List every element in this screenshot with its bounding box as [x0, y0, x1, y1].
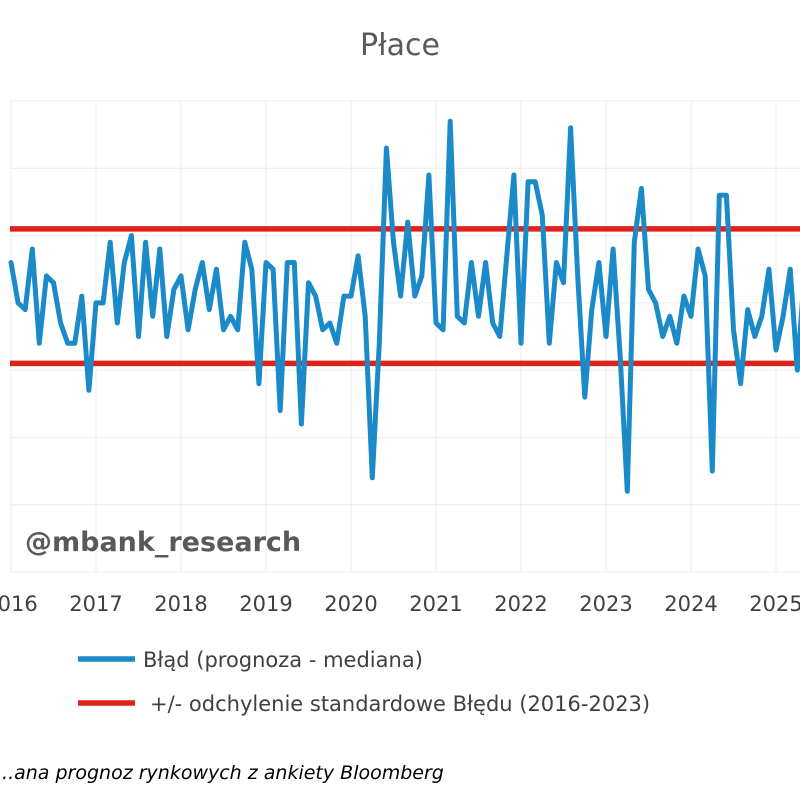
x-tick-label: 2022 [494, 592, 547, 616]
footnote: ...ana prognoz rynkowych z ankiety Bloom… [0, 762, 444, 784]
legend: Błąd (prognoza - mediana) +/- odchylenie… [78, 648, 650, 716]
legend-label-error: Błąd (prognoza - mediana) [143, 648, 423, 672]
x-axis-ticks: 2016 2017 2018 2019 2020 2021 2022 2023 2024 2025 [0, 592, 800, 616]
x-tick-label: 2024 [664, 592, 717, 616]
error-series [8, 118, 800, 494]
x-tick-label: 2025 [749, 592, 800, 616]
watermark: @mbank_research [25, 527, 301, 558]
x-tick-label: 2019 [239, 592, 292, 616]
chart-title: Płace [360, 28, 440, 63]
x-tick-label: 2018 [154, 592, 207, 616]
x-tick-label: 2023 [579, 592, 632, 616]
legend-label-std-dev: +/- odchylenie standardowe Błędu (2016-2… [150, 692, 650, 716]
chart-grid [10, 100, 800, 573]
x-tick-label: 2020 [324, 592, 377, 616]
x-tick-label: 2016 [0, 592, 38, 616]
error-line [8, 118, 800, 494]
x-tick-label: 2021 [409, 592, 462, 616]
x-tick-label: 2017 [69, 592, 122, 616]
